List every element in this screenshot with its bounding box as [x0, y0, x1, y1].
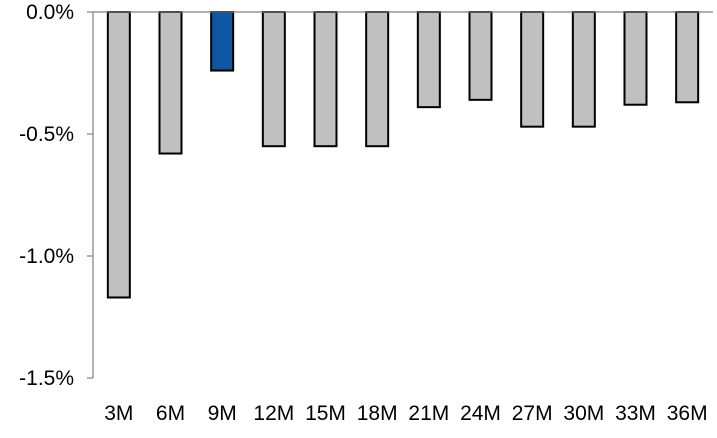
bar-6M — [158, 11, 183, 155]
x-tick-label: 18M — [357, 402, 398, 425]
x-tick-label: 9M — [208, 402, 237, 425]
bar-27M — [520, 11, 545, 128]
y-tick-label: -1.0% — [19, 245, 74, 268]
y-axis — [87, 11, 94, 379]
y-tick-label: -1.5% — [19, 367, 74, 390]
bar-3M — [106, 11, 131, 299]
x-tick-label: 21M — [408, 402, 449, 425]
bar-36M — [675, 11, 700, 104]
bar-21M — [416, 11, 441, 109]
x-tick-labels: 3M 6M 9M 12M 15M 18M 21M 24M 27M 30M 33M 36M — [104, 402, 707, 425]
bar-15M — [313, 11, 338, 148]
x-tick-label: 12M — [253, 402, 294, 425]
bar-33M — [623, 11, 648, 106]
y-tick-labels: 0.0% -0.5% -1.0% -1.5% — [19, 1, 74, 390]
bar-24M — [468, 11, 493, 101]
bar-30M — [571, 11, 596, 128]
bar-9M — [210, 11, 235, 72]
x-tick-label: 24M — [460, 402, 501, 425]
x-tick-label: 3M — [104, 402, 133, 425]
y-tick-label: 0.0% — [26, 1, 74, 24]
bars — [106, 11, 700, 299]
x-tick-label: 27M — [512, 402, 553, 425]
bar-12M — [261, 11, 286, 148]
x-tick-label: 36M — [667, 402, 708, 425]
x-tick-label: 30M — [563, 402, 604, 425]
x-tick-label: 6M — [156, 402, 185, 425]
bar-18M — [365, 11, 390, 148]
y-tick-label: -0.5% — [19, 123, 74, 146]
x-tick-label: 15M — [305, 402, 346, 425]
x-tick-label: 33M — [615, 402, 656, 425]
